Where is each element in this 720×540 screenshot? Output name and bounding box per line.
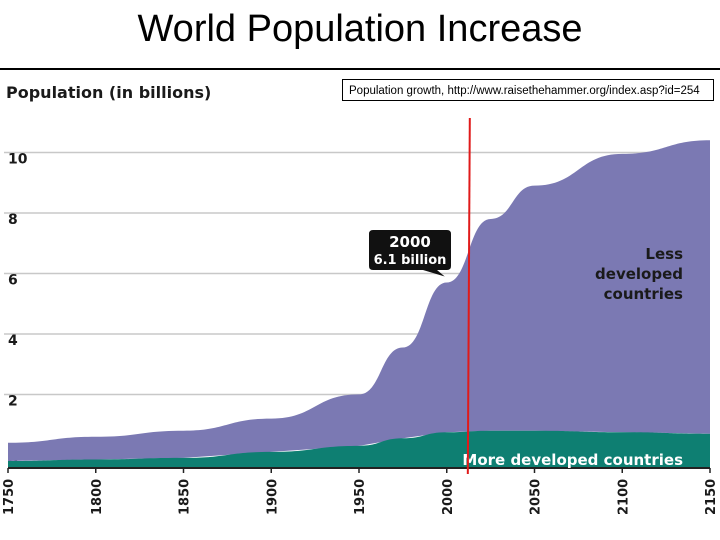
x-tick-label: 1750 — [2, 479, 17, 515]
label-less-developed: developed — [595, 265, 683, 283]
callout-2000: 2000 6.1 billion — [369, 230, 451, 277]
source-caption: Population growth, http://www.raisetheha… — [342, 79, 714, 101]
callout-value: 6.1 billion — [374, 253, 447, 268]
callout-year: 2000 — [389, 233, 431, 251]
x-tick-label: 1800 — [90, 479, 105, 515]
y-tick-label: 10 — [8, 152, 28, 168]
x-tick-label: 2050 — [529, 479, 544, 515]
y-tick-label: 8 — [8, 212, 18, 228]
region-labels: Less developed countries More developed cou… — [462, 245, 683, 469]
x-tick-label: 2100 — [616, 479, 631, 515]
x-tick-label: 1850 — [178, 479, 193, 515]
label-more-developed: More developed countries — [462, 451, 683, 469]
area-more-developed — [8, 430, 710, 467]
y-axis-title: Population (in billions) — [6, 83, 211, 102]
x-tick-labels: 1750 1800 1850 1900 1950 2000 2050 2100 2150 — [2, 468, 719, 515]
red-marker-line — [466, 117, 471, 475]
callout-bubble — [369, 230, 451, 277]
title-divider — [0, 68, 720, 70]
x-tick-label: 1900 — [265, 479, 280, 515]
area-less-developed — [8, 140, 710, 461]
population-chart: Population (in billions) 0246810 1750180… — [2, 83, 719, 515]
label-less-developed: Less — [645, 245, 683, 263]
x-tick-label: 2000 — [441, 479, 456, 515]
slide-title: World Population Increase — [137, 8, 583, 50]
y-tick-label: 4 — [8, 333, 18, 349]
y-tick-label: 2 — [8, 394, 18, 410]
label-less-developed: countries — [604, 285, 683, 303]
y-tick-label: 6 — [8, 273, 18, 289]
x-tick-label: 1950 — [353, 479, 368, 515]
area-layer — [8, 140, 710, 467]
y-tick-labels: 0246810 — [8, 152, 28, 471]
x-tick-label: 2150 — [704, 479, 719, 515]
